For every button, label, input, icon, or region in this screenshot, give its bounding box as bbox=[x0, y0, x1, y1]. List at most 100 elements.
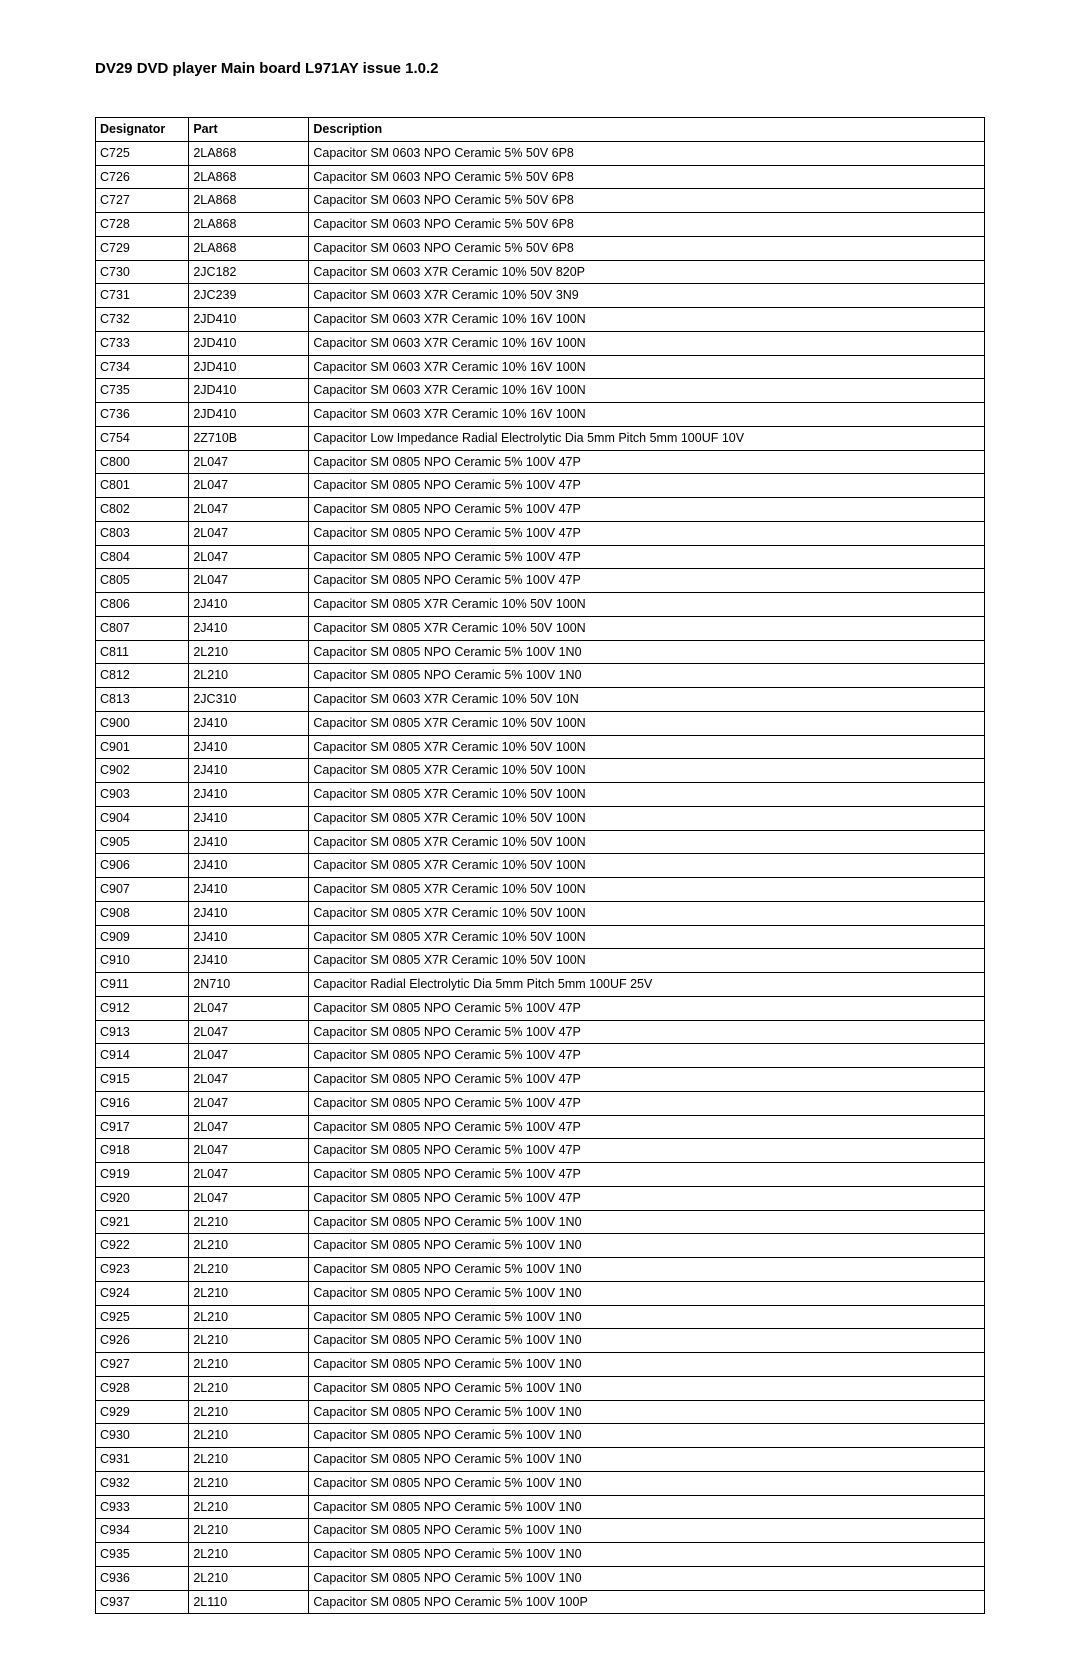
cell-designator: C937 bbox=[96, 1590, 189, 1614]
cell-description: Capacitor SM 0805 NPO Ceramic 5% 100V 47… bbox=[309, 1091, 985, 1115]
cell-designator: C727 bbox=[96, 189, 189, 213]
cell-description: Capacitor SM 0805 NPO Ceramic 5% 100V 1N… bbox=[309, 1519, 985, 1543]
cell-designator: C912 bbox=[96, 996, 189, 1020]
cell-description: Capacitor SM 0603 NPO Ceramic 5% 50V 6P8 bbox=[309, 189, 985, 213]
cell-designator: C806 bbox=[96, 593, 189, 617]
table-row: C9042J410Capacitor SM 0805 X7R Ceramic 1… bbox=[96, 806, 985, 830]
cell-designator: C732 bbox=[96, 308, 189, 332]
cell-part: 2J410 bbox=[189, 806, 309, 830]
cell-part: 2L047 bbox=[189, 498, 309, 522]
cell-designator: C728 bbox=[96, 213, 189, 237]
cell-designator: C804 bbox=[96, 545, 189, 569]
cell-description: Capacitor SM 0805 NPO Ceramic 5% 100V 1N… bbox=[309, 1281, 985, 1305]
cell-designator: C928 bbox=[96, 1376, 189, 1400]
table-row: C9072J410Capacitor SM 0805 X7R Ceramic 1… bbox=[96, 878, 985, 902]
table-row: C8012L047Capacitor SM 0805 NPO Ceramic 5… bbox=[96, 474, 985, 498]
cell-designator: C901 bbox=[96, 735, 189, 759]
cell-part: 2J410 bbox=[189, 925, 309, 949]
cell-designator: C921 bbox=[96, 1210, 189, 1234]
cell-part: 2LA868 bbox=[189, 189, 309, 213]
cell-description: Capacitor SM 0603 X7R Ceramic 10% 50V 10… bbox=[309, 688, 985, 712]
table-row: C9202L047Capacitor SM 0805 NPO Ceramic 5… bbox=[96, 1186, 985, 1210]
cell-part: 2J410 bbox=[189, 901, 309, 925]
cell-part: 2JD410 bbox=[189, 379, 309, 403]
cell-part: 2L047 bbox=[189, 1020, 309, 1044]
cell-designator: C811 bbox=[96, 640, 189, 664]
cell-description: Capacitor SM 0805 NPO Ceramic 5% 100V 1N… bbox=[309, 1495, 985, 1519]
table-row: C7342JD410Capacitor SM 0603 X7R Ceramic … bbox=[96, 355, 985, 379]
cell-designator: C913 bbox=[96, 1020, 189, 1044]
cell-part: 2JC182 bbox=[189, 260, 309, 284]
table-row: C9322L210Capacitor SM 0805 NPO Ceramic 5… bbox=[96, 1471, 985, 1495]
cell-part: 2L210 bbox=[189, 1258, 309, 1282]
table-row: C7262LA868Capacitor SM 0603 NPO Ceramic … bbox=[96, 165, 985, 189]
table-row: C9262L210Capacitor SM 0805 NPO Ceramic 5… bbox=[96, 1329, 985, 1353]
cell-description: Capacitor SM 0603 X7R Ceramic 10% 16V 10… bbox=[309, 331, 985, 355]
cell-part: 2J410 bbox=[189, 830, 309, 854]
table-row: C8062J410Capacitor SM 0805 X7R Ceramic 1… bbox=[96, 593, 985, 617]
cell-designator: C812 bbox=[96, 664, 189, 688]
cell-description: Capacitor SM 0805 NPO Ceramic 5% 100V 1N… bbox=[309, 1329, 985, 1353]
cell-part: 2L210 bbox=[189, 1400, 309, 1424]
cell-description: Capacitor SM 0805 NPO Ceramic 5% 100V 47… bbox=[309, 996, 985, 1020]
bom-table: Designator Part Description C7252LA868Ca… bbox=[95, 117, 985, 1614]
cell-description: Capacitor SM 0805 NPO Ceramic 5% 100V 10… bbox=[309, 1590, 985, 1614]
cell-part: 2JD410 bbox=[189, 403, 309, 427]
cell-designator: C909 bbox=[96, 925, 189, 949]
col-designator: Designator bbox=[96, 118, 189, 142]
table-row: C8022L047Capacitor SM 0805 NPO Ceramic 5… bbox=[96, 498, 985, 522]
cell-description: Capacitor SM 0805 NPO Ceramic 5% 100V 1N… bbox=[309, 1448, 985, 1472]
cell-part: 2L047 bbox=[189, 1091, 309, 1115]
table-row: C8032L047Capacitor SM 0805 NPO Ceramic 5… bbox=[96, 521, 985, 545]
cell-designator: C907 bbox=[96, 878, 189, 902]
cell-designator: C801 bbox=[96, 474, 189, 498]
cell-designator: C807 bbox=[96, 616, 189, 640]
cell-part: 2LA868 bbox=[189, 236, 309, 260]
table-row: C7352JD410Capacitor SM 0603 X7R Ceramic … bbox=[96, 379, 985, 403]
cell-part: 2J410 bbox=[189, 711, 309, 735]
cell-designator: C903 bbox=[96, 783, 189, 807]
cell-designator: C910 bbox=[96, 949, 189, 973]
col-description: Description bbox=[309, 118, 985, 142]
cell-description: Capacitor SM 0805 NPO Ceramic 5% 100V 47… bbox=[309, 1068, 985, 1092]
cell-part: 2JD410 bbox=[189, 308, 309, 332]
cell-part: 2Z710B bbox=[189, 426, 309, 450]
cell-description: Capacitor SM 0805 NPO Ceramic 5% 100V 1N… bbox=[309, 1305, 985, 1329]
table-row: C7302JC182Capacitor SM 0603 X7R Ceramic … bbox=[96, 260, 985, 284]
cell-part: 2JD410 bbox=[189, 355, 309, 379]
cell-designator: C931 bbox=[96, 1448, 189, 1472]
table-row: C9282L210Capacitor SM 0805 NPO Ceramic 5… bbox=[96, 1376, 985, 1400]
cell-description: Capacitor SM 0805 X7R Ceramic 10% 50V 10… bbox=[309, 830, 985, 854]
col-part: Part bbox=[189, 118, 309, 142]
cell-part: 2L210 bbox=[189, 640, 309, 664]
cell-description: Capacitor SM 0603 X7R Ceramic 10% 16V 10… bbox=[309, 355, 985, 379]
cell-part: 2J410 bbox=[189, 949, 309, 973]
table-row: C9252L210Capacitor SM 0805 NPO Ceramic 5… bbox=[96, 1305, 985, 1329]
cell-description: Capacitor SM 0805 NPO Ceramic 5% 100V 1N… bbox=[309, 1566, 985, 1590]
cell-part: 2L210 bbox=[189, 1281, 309, 1305]
cell-part: 2J410 bbox=[189, 735, 309, 759]
cell-designator: C916 bbox=[96, 1091, 189, 1115]
cell-part: 2LA868 bbox=[189, 213, 309, 237]
table-row: C9022J410Capacitor SM 0805 X7R Ceramic 1… bbox=[96, 759, 985, 783]
cell-part: 2LA868 bbox=[189, 165, 309, 189]
cell-part: 2L110 bbox=[189, 1590, 309, 1614]
table-row: C9182L047Capacitor SM 0805 NPO Ceramic 5… bbox=[96, 1139, 985, 1163]
cell-description: Capacitor SM 0805 NPO Ceramic 5% 100V 47… bbox=[309, 474, 985, 498]
cell-description: Capacitor SM 0603 X7R Ceramic 10% 16V 10… bbox=[309, 308, 985, 332]
cell-part: 2J410 bbox=[189, 854, 309, 878]
cell-description: Capacitor SM 0805 NPO Ceramic 5% 100V 47… bbox=[309, 1115, 985, 1139]
cell-designator: C908 bbox=[96, 901, 189, 925]
table-row: C9272L210Capacitor SM 0805 NPO Ceramic 5… bbox=[96, 1353, 985, 1377]
cell-description: Capacitor SM 0805 X7R Ceramic 10% 50V 10… bbox=[309, 901, 985, 925]
cell-description: Capacitor SM 0805 NPO Ceramic 5% 100V 1N… bbox=[309, 1424, 985, 1448]
table-row: C9082J410Capacitor SM 0805 X7R Ceramic 1… bbox=[96, 901, 985, 925]
cell-designator: C936 bbox=[96, 1566, 189, 1590]
cell-designator: C726 bbox=[96, 165, 189, 189]
cell-part: 2L210 bbox=[189, 1424, 309, 1448]
cell-part: 2L047 bbox=[189, 996, 309, 1020]
table-row: C9352L210Capacitor SM 0805 NPO Ceramic 5… bbox=[96, 1543, 985, 1567]
cell-description: Capacitor SM 0805 NPO Ceramic 5% 100V 47… bbox=[309, 498, 985, 522]
cell-part: 2L210 bbox=[189, 1376, 309, 1400]
cell-description: Capacitor SM 0805 NPO Ceramic 5% 100V 47… bbox=[309, 450, 985, 474]
